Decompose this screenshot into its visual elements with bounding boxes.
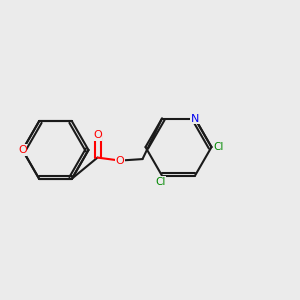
Text: O: O: [93, 130, 102, 140]
Text: N: N: [191, 113, 199, 124]
Text: O: O: [18, 145, 27, 155]
Text: Cl: Cl: [214, 142, 224, 152]
Text: Cl: Cl: [155, 177, 166, 187]
Text: O: O: [116, 156, 124, 166]
